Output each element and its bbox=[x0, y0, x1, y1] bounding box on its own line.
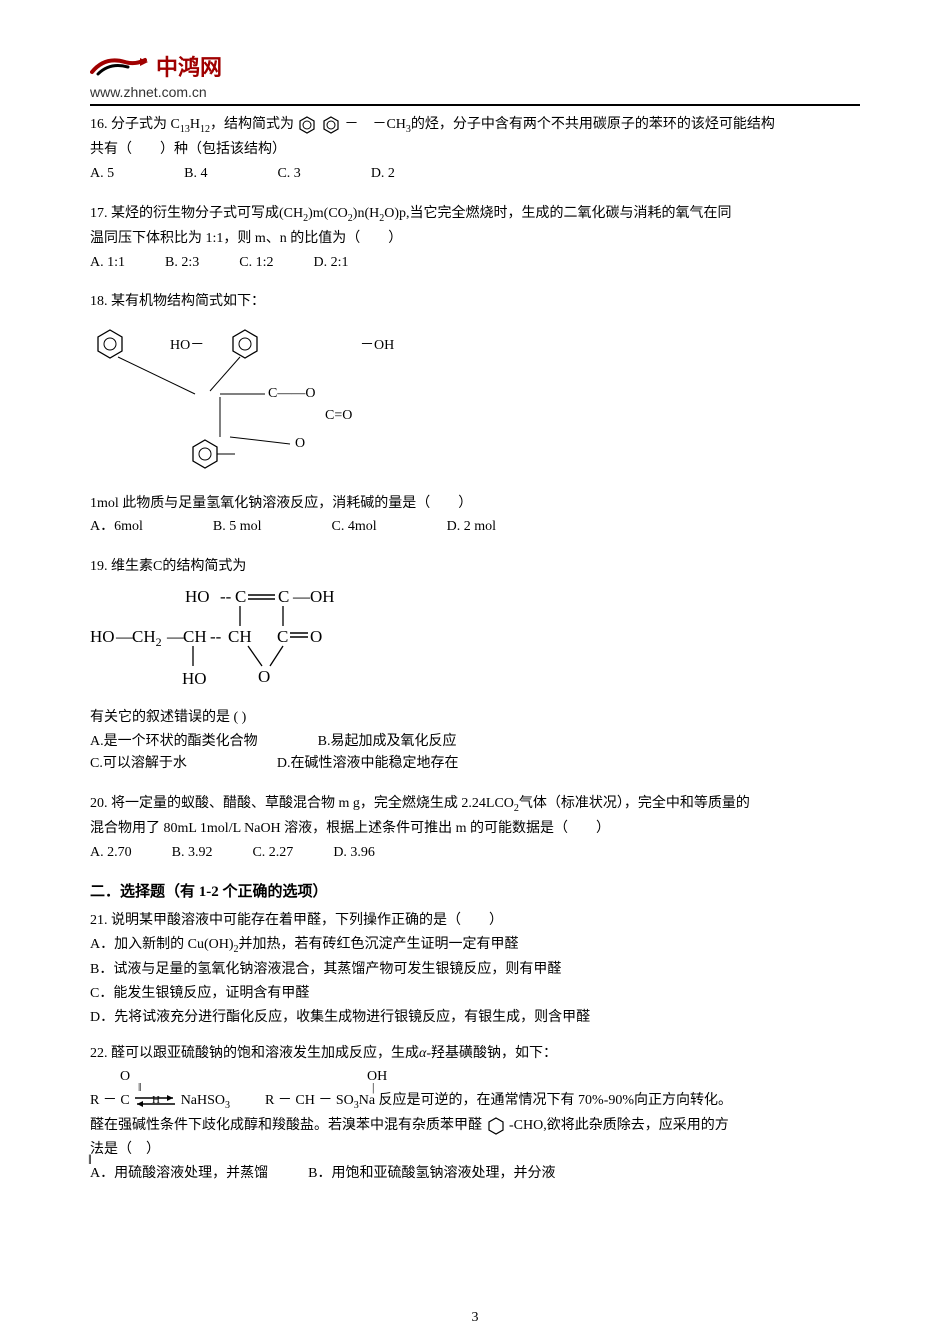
q17-optD: D. 2:1 bbox=[313, 252, 348, 274]
svg-text:C——O: C——O bbox=[268, 386, 315, 401]
q16-optC: C. 3 bbox=[277, 163, 300, 185]
q21-B: B．试液与足量的氢氧化钠溶液混合，其蒸馏产物可发生银镜反应，则有甲醛 bbox=[90, 959, 860, 981]
svg-text:HO: HO bbox=[182, 669, 207, 688]
q16-optD: D. 2 bbox=[371, 163, 395, 185]
question-18: 18. 某有机物结构简式如下： HO－ －OH bbox=[90, 291, 860, 538]
brand-name: 中鸿网 bbox=[156, 50, 222, 82]
svg-text:—: — bbox=[292, 587, 311, 606]
question-17: 17. 某烃的衍生物分子式可写成(CH2)m(CO2)n(H2O)p,当它完全燃… bbox=[90, 203, 860, 274]
q22-line3: 法是（ ） bbox=[90, 1139, 860, 1161]
q19-structure: HO -- C C — OH HO — CH2 — CH -- CH bbox=[90, 584, 860, 702]
q21-C: C．能发生银镜反应，证明含有甲醛 bbox=[90, 983, 860, 1005]
q22-O-label: O bbox=[120, 1066, 180, 1088]
section-2-heading: 二．选择题（有 1-2 个正确的选项） bbox=[90, 881, 860, 904]
margin-mark: ‖ bbox=[88, 1153, 92, 1169]
q19-line2: 有关它的叙述错误的是 ( ) bbox=[90, 707, 860, 729]
q18-optD: D. 2 mol bbox=[447, 516, 496, 538]
q18-line2: 1mol 此物质与足量氢氧化钠溶液反应，消耗碱的量是（ ） bbox=[90, 493, 860, 515]
q17-line2: 温同压下体积比为 1:1，则 m、n 的比值为（ ） bbox=[90, 228, 860, 250]
svg-text:CH: CH bbox=[183, 627, 207, 646]
q17-optB: B. 2:3 bbox=[165, 252, 199, 274]
q18-optA: A．6mol bbox=[90, 516, 143, 538]
q22-optA: A．用硫酸溶液处理，并蒸馏 bbox=[90, 1163, 268, 1185]
benzene-icon bbox=[321, 115, 341, 135]
svg-text:C: C bbox=[235, 587, 246, 606]
q19-optA: A.是一个环状的酯类化合物 bbox=[90, 731, 258, 753]
svg-text:--: -- bbox=[210, 627, 222, 646]
q19-optD: D.在碱性溶液中能稳定地存在 bbox=[277, 753, 459, 775]
q18-head: 18. 某有机物结构简式如下： bbox=[90, 291, 860, 313]
svg-text:CH2: CH2 bbox=[132, 627, 162, 649]
q21-D: D．先将试液充分进行酯化反应，收集生成物进行银镜反应，有银生成，则含甲醛 bbox=[90, 1007, 860, 1029]
q19-head: 19. 维生素C的结构简式为 bbox=[90, 556, 860, 578]
svg-text:OH: OH bbox=[310, 587, 335, 606]
svg-text:C=O: C=O bbox=[325, 408, 352, 423]
logo-swoosh-icon bbox=[90, 52, 150, 80]
logo-row: 中鸿网 bbox=[90, 50, 860, 82]
q18-structure: HO－ －OH C——O C=O bbox=[90, 319, 860, 487]
svg-text:--: -- bbox=[220, 587, 232, 606]
question-16: 16. 分子式为 C13H12，结构简式为 － －CH3的烃，分子中含有两个不共… bbox=[90, 114, 860, 185]
q16-optA: A. 5 bbox=[90, 163, 114, 185]
q21-head: 21. 说明某甲酸溶液中可能存在着甲醛，下列操作正确的是（ ） bbox=[90, 910, 860, 932]
q16-optB: B. 4 bbox=[184, 163, 207, 185]
svg-text:O: O bbox=[310, 627, 322, 646]
benzene-icon bbox=[486, 1116, 506, 1136]
document-body: 16. 分子式为 C13H12，结构简式为 － －CH3的烃，分子中含有两个不共… bbox=[90, 114, 860, 1184]
header-divider bbox=[90, 104, 860, 106]
q20-optD: D. 3.96 bbox=[333, 842, 375, 864]
question-20: 20. 将一定量的蚁酸、醋酸、草酸混合物 m g，完全燃烧生成 2.24LCO2… bbox=[90, 793, 860, 864]
svg-text:C: C bbox=[278, 587, 289, 606]
svg-text:－OH: －OH bbox=[360, 338, 394, 353]
benzene-icon bbox=[297, 115, 317, 135]
q19-optC: C.可以溶解于水 bbox=[90, 753, 187, 775]
q16-line2: 共有（ ）种（包括该结构） bbox=[90, 139, 860, 161]
q22-OH-label: OH bbox=[367, 1069, 387, 1084]
q20-optB: B. 3.92 bbox=[172, 842, 213, 864]
q18-optB: B. 5 mol bbox=[213, 516, 262, 538]
svg-text:C: C bbox=[277, 627, 288, 646]
svg-text:HO－: HO－ bbox=[170, 338, 204, 353]
page-number: 3 bbox=[472, 1310, 479, 1326]
svg-text:CH: CH bbox=[228, 627, 252, 646]
brand-url: www.zhnet.com.cn bbox=[90, 84, 860, 100]
q20-line2: 混合物用了 80mL 1mol/L NaOH 溶液，根据上述条件可推出 m 的可… bbox=[90, 818, 860, 840]
q18-optC: C. 4mol bbox=[332, 516, 377, 538]
q17-optA: A. 1:1 bbox=[90, 252, 125, 274]
q20-optC: C. 2.27 bbox=[252, 842, 293, 864]
svg-text:HO: HO bbox=[185, 587, 210, 606]
question-19: 19. 维生素C的结构简式为 HO -- C C — OH HO — CH2 bbox=[90, 556, 860, 774]
svg-text:HO: HO bbox=[90, 627, 115, 646]
svg-text:O: O bbox=[295, 436, 305, 451]
q16-text: 16. 分子式为 C bbox=[90, 117, 180, 132]
q17-optC: C. 1:2 bbox=[239, 252, 273, 274]
question-22: 22. 醛可以跟亚硫酸钠的饱和溶液发生加成反应，生成α-羟基磺酸钠，如下： O … bbox=[90, 1043, 860, 1185]
svg-text:O: O bbox=[258, 667, 270, 686]
q20-optA: A. 2.70 bbox=[90, 842, 132, 864]
q22-optB: B．用饱和亚硫酸氢钠溶液处理，并分液 bbox=[308, 1163, 555, 1185]
question-21: 21. 说明某甲酸溶液中可能存在着甲醛，下列操作正确的是（ ） A．加入新制的 … bbox=[90, 910, 860, 1028]
q19-optB: B.易起加成及氧化反应 bbox=[318, 731, 457, 753]
site-header: 中鸿网 www.zhnet.com.cn bbox=[90, 50, 860, 106]
